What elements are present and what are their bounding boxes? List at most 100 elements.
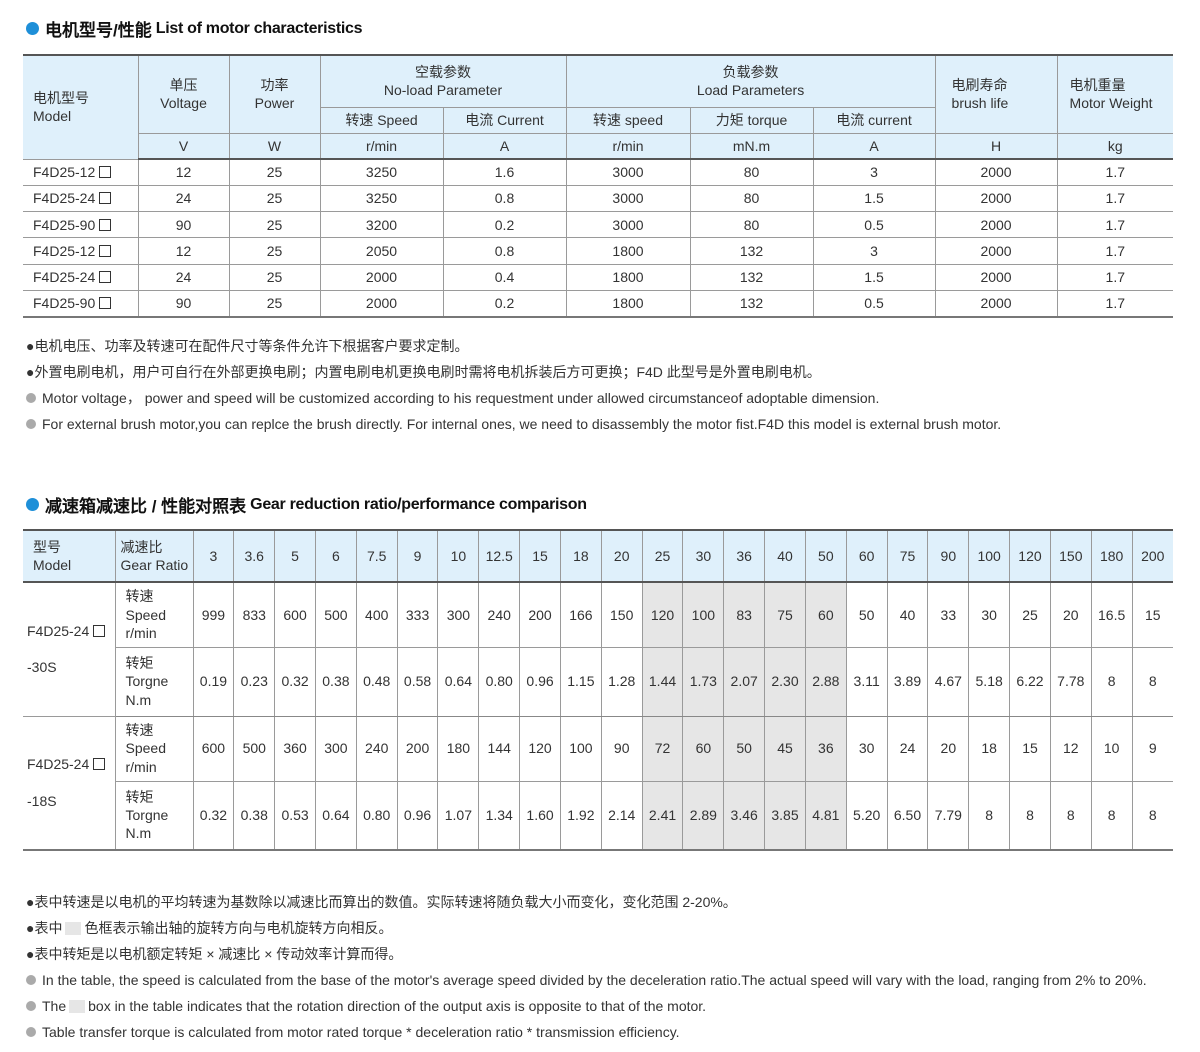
note-text: 色框表示输出轴的旋转方向与电机旋转方向相反。: [84, 920, 393, 936]
value-cell: 8: [1131, 780, 1173, 851]
note-line: Motor voltage， power and speed will be c…: [26, 385, 1001, 411]
value-cell: 0.38: [314, 646, 357, 717]
cell: 132: [689, 289, 814, 318]
value-cell: 360: [274, 715, 316, 782]
ratio-header: 15: [519, 529, 561, 583]
note-text: ●外置电刷电机，用户可自行在外部更换电刷；内置电刷电机更换电刷时需将电机拆装后方…: [26, 364, 821, 380]
value-cell: 100: [559, 715, 602, 782]
value-cell: 0.19: [192, 646, 235, 717]
cell: 90: [137, 211, 230, 239]
speed-row: F4D25-24 -30S 转速 Speed r/min 999 833 600 500 400 3…: [23, 581, 1173, 717]
cell: 0.8: [442, 184, 567, 213]
value-cell: 2.30: [764, 646, 806, 717]
value-cell: 1.73: [682, 646, 725, 717]
ratio-header: 60: [845, 529, 888, 583]
note-line: In the table, the speed is calculated fr…: [26, 967, 1147, 993]
subheader: 电流 current: [812, 106, 936, 134]
note-line: ●电机电压、功率及转速可在配件尺寸等条件允许下根据客户要求定制。: [26, 333, 1001, 359]
title-cn: 电机型号/性能: [45, 21, 152, 40]
header-weight: 电机重量 Motor Weight: [1056, 54, 1174, 134]
value-cell: 36: [804, 715, 847, 782]
cell: 0.5: [812, 211, 936, 239]
cell: 1.5: [812, 184, 936, 213]
value-cell: 4.67: [927, 646, 970, 717]
header-gear-ratio: 减速比 Gear Ratio: [114, 529, 194, 583]
ratio-header: 9: [396, 529, 439, 583]
section1-title: 电机型号/性能 List of motor characteristics: [26, 16, 363, 41]
cell: 2000: [934, 211, 1058, 239]
cell: 0.5: [812, 289, 936, 318]
header-load: 负载参数 Load Parameters: [565, 54, 936, 108]
header-model: 电机型号 Model: [23, 54, 139, 160]
cell: 2000: [934, 237, 1058, 265]
value-cell: 833: [233, 581, 276, 648]
ratio-header: 25: [641, 529, 684, 583]
unit-cell: W: [228, 132, 321, 160]
ratio-header: 200: [1131, 529, 1173, 583]
cell: 1.5: [812, 263, 936, 291]
title-cn: 减速箱减速比 / 性能对照表: [45, 497, 247, 516]
value-cell: 0.48: [355, 646, 398, 717]
value-cell: 3.11: [845, 646, 888, 717]
checkbox-square-icon: [99, 244, 112, 257]
header-noload: 空载参数 No-load Parameter: [319, 54, 567, 108]
torque-row: 转矩 Torgne N.m 0.32 0.38 0.53 0.64 0.80 0.96 1.07 1…: [23, 780, 1173, 851]
bullet-icon: [26, 22, 39, 35]
checkbox-square-icon: [99, 192, 112, 205]
unit-cell: H: [934, 132, 1058, 160]
value-cell: 16.5: [1090, 581, 1133, 648]
cell: 1.7: [1056, 211, 1174, 239]
cell: 2000: [934, 184, 1058, 213]
subheader: 电流 Current: [442, 106, 567, 134]
cell: 3250: [319, 184, 444, 213]
model-cell: F4D25-24 -18S: [23, 715, 116, 851]
cell: 1.7: [1056, 184, 1174, 213]
section2-notes: ●表中转速是以电机的平均转速为基数除以减速比而算出的数值。实际转速将随负载大小而…: [26, 889, 1147, 1045]
ratio-header: 3: [192, 529, 235, 583]
value-cell: 18: [968, 715, 1011, 782]
note-text: ●表中转矩是以电机额定转矩 × 减速比 × 传动效率计算而得。: [26, 946, 403, 962]
value-cell: 8: [1090, 780, 1133, 851]
note-text: For external brush motor,you can replce …: [42, 416, 1002, 432]
value-cell: 6.50: [886, 780, 929, 851]
cell: 1.6: [442, 158, 567, 186]
model-cell: F4D25-24 -30S: [23, 581, 116, 717]
note-line: Table transfer torque is calculated from…: [26, 1019, 1147, 1045]
value-cell: 2.41: [641, 780, 684, 851]
cell: 3: [812, 237, 936, 265]
value-cell: 240: [355, 715, 398, 782]
note-text: ●表中转速是以电机的平均转速为基数除以减速比而算出的数值。实际转速将随负载大小而…: [26, 894, 737, 910]
value-cell: 0.64: [314, 780, 357, 851]
value-cell: 0.32: [274, 646, 316, 717]
cell: 1.7: [1056, 237, 1174, 265]
ratio-header: 6: [314, 529, 357, 583]
value-cell: 1.34: [478, 780, 521, 851]
value-cell: 72: [641, 715, 684, 782]
ratio-header: 120: [1009, 529, 1051, 583]
cell: 12: [137, 158, 230, 186]
table-row: F4D25-90 90 25 2000 0.2 1800 132 0.5 2000 1.7: [23, 289, 1174, 318]
bullet-icon: [26, 419, 36, 429]
title-en: List of motor characteristics: [155, 19, 363, 37]
cell: 25: [228, 211, 321, 239]
cell: 1.7: [1056, 289, 1174, 318]
ratio-header: 150: [1049, 529, 1092, 583]
cell: 132: [689, 237, 814, 265]
bullet-icon: [26, 975, 36, 985]
cell: 0.2: [442, 289, 567, 318]
value-cell: 30: [968, 581, 1011, 648]
cell: 24: [137, 184, 230, 213]
value-cell: 600: [192, 715, 235, 782]
note-text: Motor voltage， power and speed will be c…: [42, 390, 880, 406]
cell: 1800: [565, 263, 691, 291]
value-cell: 144: [478, 715, 521, 782]
cell: 3250: [319, 158, 444, 186]
value-cell: 100: [682, 581, 725, 648]
value-cell: 7.78: [1049, 646, 1092, 717]
cell: 25: [228, 263, 321, 291]
value-cell: 3.85: [764, 780, 806, 851]
value-cell: 25: [1009, 581, 1051, 648]
bullet-icon: [26, 1027, 36, 1037]
table-row: F4D25-24 24 25 3250 0.8 3000 80 1.5 2000 1.7: [23, 184, 1174, 213]
value-cell: 8: [1009, 780, 1051, 851]
